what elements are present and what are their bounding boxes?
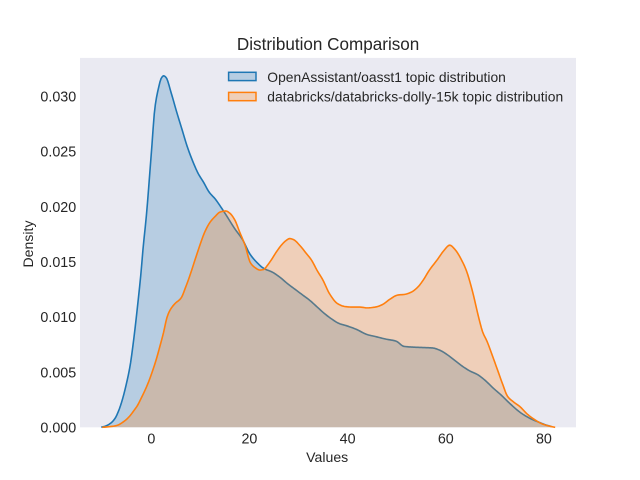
svg-text:OpenAssistant/oasst1 topic dis: OpenAssistant/oasst1 topic distribution [267, 69, 506, 85]
svg-text:0.000: 0.000 [40, 421, 76, 437]
svg-text:40: 40 [340, 431, 356, 447]
svg-text:60: 60 [438, 431, 454, 447]
svg-text:0.025: 0.025 [40, 145, 76, 161]
svg-text:80: 80 [536, 431, 552, 447]
svg-text:0.030: 0.030 [40, 89, 76, 105]
svg-text:0.005: 0.005 [40, 365, 76, 381]
svg-text:0: 0 [147, 431, 155, 447]
svg-text:databricks/databricks-dolly-15: databricks/databricks-dolly-15k topic di… [267, 88, 563, 104]
svg-text:Values: Values [306, 449, 348, 465]
svg-text:0.015: 0.015 [40, 255, 76, 271]
svg-text:Density: Density [20, 220, 36, 268]
svg-text:Distribution Comparison: Distribution Comparison [237, 35, 419, 54]
svg-text:20: 20 [241, 431, 257, 447]
svg-text:0.010: 0.010 [40, 310, 76, 326]
svg-text:0.020: 0.020 [40, 200, 76, 216]
